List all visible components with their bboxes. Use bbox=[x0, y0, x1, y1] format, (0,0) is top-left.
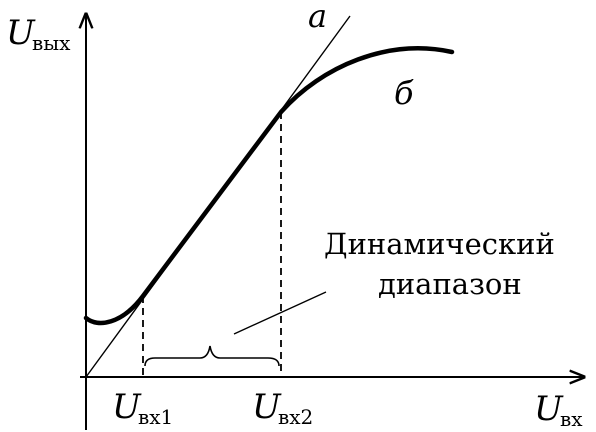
tick-label-uvx2-main: U bbox=[252, 387, 282, 427]
x-axis-label-main: U bbox=[534, 389, 564, 429]
y-axis-label-sub: вых bbox=[32, 31, 71, 55]
x-axis-label-sub: вх bbox=[560, 407, 583, 431]
annotation-line-2: диапазон bbox=[378, 267, 522, 301]
tick-label-uvx1-sub: вх1 bbox=[138, 405, 173, 429]
y-axis-label-main: U bbox=[6, 13, 36, 53]
tick-label-uvx2-sub: вх2 bbox=[278, 405, 313, 429]
annotation-leader-line bbox=[233, 291, 327, 335]
curve-label-b: б bbox=[394, 74, 414, 112]
curve-label-a: a bbox=[308, 0, 327, 35]
real-characteristic-curve bbox=[83, 46, 455, 326]
tick-label-uvx1-main: U bbox=[112, 387, 142, 427]
annotation-line-1: Динамический bbox=[324, 227, 555, 261]
dynamic-range-brace bbox=[144, 345, 280, 367]
